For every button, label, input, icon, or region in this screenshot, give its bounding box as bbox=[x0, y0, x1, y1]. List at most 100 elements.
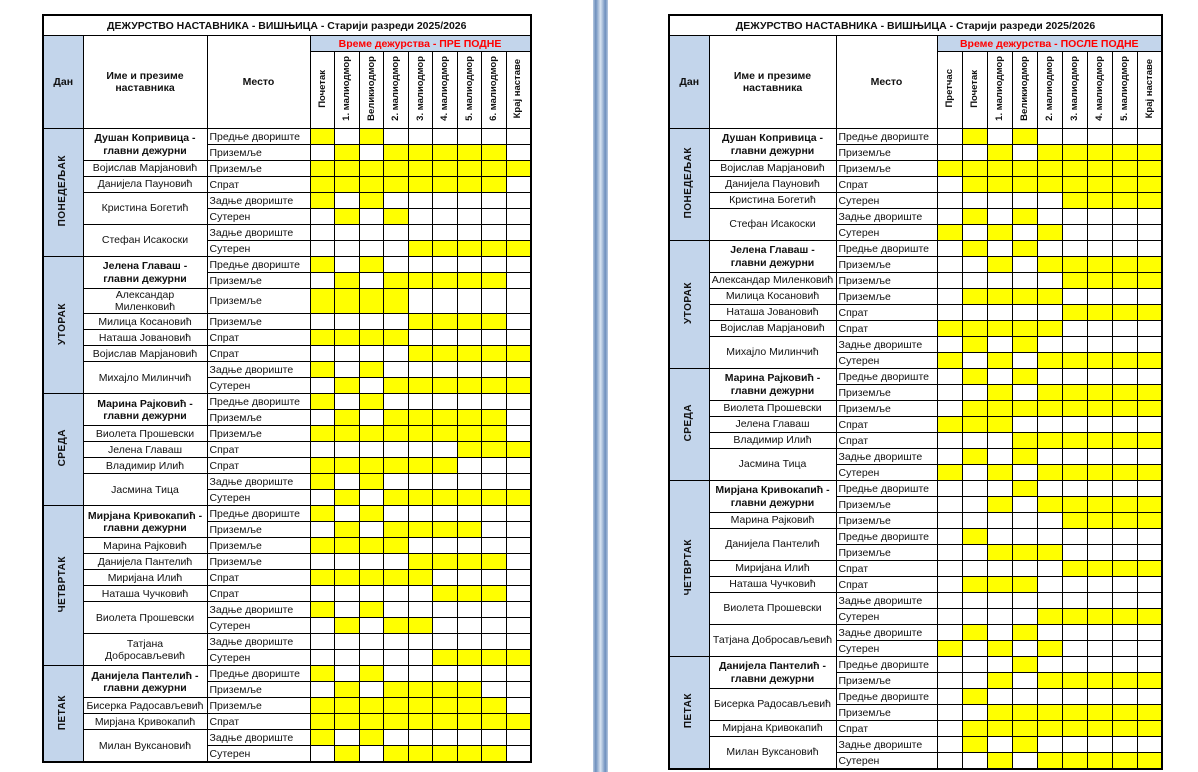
duty-cell-marked bbox=[309, 361, 335, 379]
duty-cell-marked bbox=[383, 697, 409, 715]
duty-cell bbox=[505, 521, 531, 539]
teacher-name: Милица Косановић bbox=[82, 313, 208, 331]
duty-cell-marked bbox=[961, 448, 988, 465]
duty-cell-marked bbox=[383, 537, 409, 555]
duty-cell bbox=[1136, 224, 1163, 241]
duty-cell-marked bbox=[383, 617, 409, 635]
teacher-name: Марина Рајковић bbox=[82, 537, 208, 555]
duty-cell-marked bbox=[961, 240, 988, 257]
day-label-text: ПОНЕДЕЉАК bbox=[683, 147, 695, 219]
pane-divider[interactable] bbox=[593, 0, 608, 772]
duty-cell bbox=[407, 329, 433, 347]
duty-cell-marked bbox=[1111, 144, 1138, 161]
duty-cell bbox=[936, 448, 963, 465]
duty-cell bbox=[1011, 224, 1038, 241]
duty-cell bbox=[1061, 368, 1088, 385]
duty-cell bbox=[481, 729, 507, 747]
teacher-name: Владимир Илић bbox=[82, 457, 208, 475]
duty-cell-marked bbox=[505, 649, 531, 667]
duty-cell-marked bbox=[309, 425, 335, 443]
duty-cell bbox=[383, 192, 409, 209]
table-title: ДЕЖУРСТВО НАСТАВНИКА - ВИШЊИЦА - Старији… bbox=[42, 14, 531, 36]
place-cell: Приземље bbox=[206, 425, 311, 443]
duty-cell-marked bbox=[456, 585, 482, 603]
duty-cell-marked bbox=[358, 505, 384, 523]
duty-cell-marked bbox=[481, 409, 507, 427]
duty-cell bbox=[383, 473, 409, 491]
teacher-name: Стефан Исакоски bbox=[82, 224, 208, 257]
duty-cell-marked bbox=[1111, 304, 1138, 321]
duty-cell bbox=[986, 240, 1013, 257]
place-cell: Предње двориште bbox=[835, 480, 938, 497]
duty-cell bbox=[456, 569, 482, 587]
duty-cell bbox=[432, 287, 458, 315]
duty-cell bbox=[936, 176, 963, 193]
duty-cell bbox=[1061, 480, 1088, 497]
place-cell: Сутерен bbox=[835, 464, 938, 481]
duty-cell bbox=[986, 272, 1013, 289]
duty-cell bbox=[961, 560, 988, 577]
time-col-header: Почетак bbox=[309, 51, 335, 129]
duty-cell bbox=[432, 569, 458, 587]
duty-cell-marked bbox=[1111, 672, 1138, 689]
duty-cell-marked bbox=[334, 745, 360, 763]
place-column-header: Место bbox=[206, 35, 311, 129]
duty-cell-marked bbox=[481, 489, 507, 507]
duty-cell bbox=[961, 544, 988, 561]
duty-cell bbox=[936, 400, 963, 417]
duty-cell bbox=[1086, 688, 1113, 705]
place-cell: Задње двориште bbox=[835, 624, 938, 641]
duty-cell-marked bbox=[358, 729, 384, 747]
duty-cell-marked bbox=[456, 553, 482, 571]
duty-cell-marked bbox=[1111, 560, 1138, 577]
duty-cell-marked bbox=[407, 521, 433, 539]
place-cell: Задње двориште bbox=[835, 448, 938, 465]
duty-cell-marked bbox=[1111, 352, 1138, 369]
duty-cell bbox=[358, 441, 384, 459]
duty-cell-marked bbox=[986, 544, 1013, 561]
duty-cell-marked bbox=[481, 176, 507, 193]
duty-cell bbox=[1061, 288, 1088, 305]
duty-cell-marked bbox=[936, 416, 963, 433]
duty-cell bbox=[481, 208, 507, 225]
place-cell: Предње двориште bbox=[206, 393, 311, 411]
duty-cell bbox=[505, 585, 531, 603]
duty-cell-marked bbox=[456, 240, 482, 257]
teacher-name: Марина Рајковић - главни дежурни bbox=[708, 368, 837, 401]
duty-cell bbox=[1111, 688, 1138, 705]
duty-cell-marked bbox=[1061, 704, 1088, 721]
duty-cell bbox=[407, 729, 433, 747]
duty-cell bbox=[1011, 640, 1038, 657]
duty-cell-marked bbox=[1061, 160, 1088, 177]
duty-cell bbox=[986, 432, 1013, 449]
duty-cell-marked bbox=[1136, 752, 1163, 770]
duty-cell-marked bbox=[986, 224, 1013, 241]
teacher-name: Виолета Прошевски bbox=[708, 592, 837, 625]
day-column-header: Дан bbox=[668, 35, 710, 129]
morning-schedule-sheet: ДЕЖУРСТВО НАСТАВНИКА - ВИШЊИЦА - Старији… bbox=[42, 14, 532, 764]
duty-cell bbox=[432, 128, 458, 145]
time-col-header: 3. малиодмор bbox=[407, 51, 433, 129]
duty-cell bbox=[358, 144, 384, 161]
duty-cell-marked bbox=[432, 713, 458, 731]
duty-cell bbox=[505, 457, 531, 475]
duty-cell bbox=[505, 361, 531, 379]
place-cell: Приземље bbox=[206, 553, 311, 571]
duty-cell bbox=[1136, 448, 1163, 465]
time-col-header-text: 5. малиодмор bbox=[463, 56, 475, 121]
duty-cell bbox=[505, 537, 531, 555]
duty-cell-marked bbox=[481, 441, 507, 459]
duty-cell-marked bbox=[961, 720, 988, 737]
place-cell: Сутерен bbox=[206, 617, 311, 635]
duty-cell-marked bbox=[358, 601, 384, 619]
duty-cell bbox=[456, 457, 482, 475]
place-cell: Спрат bbox=[206, 569, 311, 587]
duty-cell-marked bbox=[456, 272, 482, 289]
duty-cell-marked bbox=[358, 287, 384, 315]
duty-cell bbox=[407, 393, 433, 411]
duty-cell-marked bbox=[456, 489, 482, 507]
place-cell: Приземље bbox=[206, 144, 311, 161]
teacher-name: Марина Рајковић bbox=[708, 512, 837, 529]
place-cell: Предње двориште bbox=[835, 528, 938, 545]
duty-cell-marked bbox=[961, 176, 988, 193]
